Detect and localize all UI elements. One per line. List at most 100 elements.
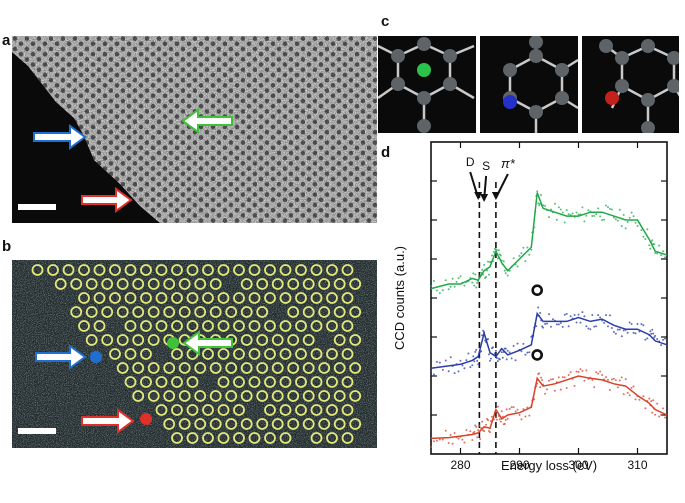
atom-site-circle — [124, 348, 137, 360]
atom-site-circle — [318, 418, 331, 430]
atom-site-circle — [256, 334, 269, 346]
data-point — [544, 392, 547, 395]
data-point — [451, 277, 454, 280]
panel-a-micrograph — [12, 36, 377, 223]
panel-label-c: c — [381, 13, 390, 30]
data-point — [610, 208, 613, 211]
data-point — [648, 244, 651, 247]
data-point — [483, 430, 486, 433]
atom-site-circle — [194, 390, 207, 402]
data-point — [626, 391, 629, 394]
molecule-model-pyridinic-site — [480, 36, 579, 133]
data-point — [632, 215, 635, 218]
atom-site-circle — [124, 320, 137, 332]
atom-site-circle — [326, 376, 338, 388]
x-tick-label: 310 — [627, 458, 647, 472]
data-point — [603, 321, 606, 324]
atom-site-circle — [217, 376, 230, 388]
atom-site-circle — [326, 292, 338, 304]
data-point — [642, 395, 645, 398]
atom-site-circle — [333, 362, 346, 374]
blue-arrow-a — [33, 124, 87, 150]
scale-bar-b — [18, 428, 56, 434]
blue-site-dot — [90, 351, 102, 363]
atom-site-circle — [163, 418, 176, 430]
data-point — [516, 408, 519, 411]
data-point — [614, 218, 617, 221]
data-point — [557, 323, 560, 326]
data-point — [620, 335, 623, 338]
atom-site-circle — [225, 390, 238, 402]
atom-site-circle — [171, 348, 183, 360]
data-point — [553, 389, 556, 392]
atom-site-circle — [163, 362, 176, 374]
onset-marker — [531, 349, 543, 361]
atom-site-circle — [186, 264, 199, 276]
data-point — [561, 376, 564, 379]
atom-site-circle — [116, 334, 129, 346]
data-point — [648, 397, 651, 400]
atom-site-circle — [341, 432, 354, 444]
data-point — [500, 410, 503, 413]
data-point — [616, 219, 619, 222]
atom-site-circle — [264, 348, 276, 360]
data-point — [494, 416, 497, 419]
atom-site-circle — [256, 278, 269, 290]
data-point — [597, 207, 600, 210]
data-point — [597, 372, 600, 375]
data-point — [483, 263, 486, 266]
data-point — [634, 221, 637, 224]
data-point — [508, 269, 511, 272]
data-point — [565, 209, 568, 212]
data-point — [482, 329, 485, 332]
atom-site-circle — [225, 362, 238, 374]
data-point — [589, 328, 592, 331]
atom-site-circle — [341, 404, 354, 416]
data-point — [539, 312, 542, 315]
data-point — [461, 438, 464, 441]
atom-site-circle — [186, 292, 199, 304]
data-point — [490, 254, 493, 257]
atom-site-circle — [194, 362, 207, 374]
data-point — [537, 306, 540, 309]
data-point — [520, 252, 523, 255]
panel-label-b: b — [2, 238, 12, 255]
data-point — [475, 425, 478, 428]
atom-site-circle — [171, 320, 183, 332]
atom-site-circle — [132, 362, 145, 374]
data-point — [640, 229, 643, 232]
atom-site-circle — [163, 278, 176, 290]
data-point — [530, 248, 533, 251]
atom-site-circle — [341, 348, 354, 360]
data-point — [587, 327, 590, 330]
annotation-label: S — [482, 159, 490, 173]
atom-site-circle — [295, 320, 307, 332]
data-point — [447, 370, 450, 373]
data-point — [651, 328, 654, 331]
data-point — [463, 367, 466, 370]
data-point — [605, 376, 608, 379]
atom-site-circle — [217, 320, 230, 332]
atom-site-circle — [295, 376, 307, 388]
data-point — [528, 253, 531, 256]
data-point — [620, 376, 623, 379]
data-point — [599, 215, 602, 218]
atom-site-circle — [310, 264, 323, 276]
plot-frame — [430, 141, 668, 455]
data-point — [438, 438, 441, 441]
atom-site-circle — [217, 292, 230, 304]
carbon-atom — [391, 49, 405, 63]
data-point — [664, 416, 667, 419]
data-point — [432, 373, 435, 376]
data-point — [539, 386, 542, 389]
data-point — [660, 254, 663, 257]
data-point — [485, 275, 488, 278]
data-point — [587, 209, 590, 212]
data-point — [650, 400, 653, 403]
data-point — [538, 372, 541, 375]
green-arrow-a — [181, 108, 233, 134]
atom-site-circle — [186, 404, 199, 416]
atom-site-circle — [85, 306, 98, 318]
atom-site-circle — [233, 348, 245, 360]
atom-site-circle — [326, 348, 338, 360]
